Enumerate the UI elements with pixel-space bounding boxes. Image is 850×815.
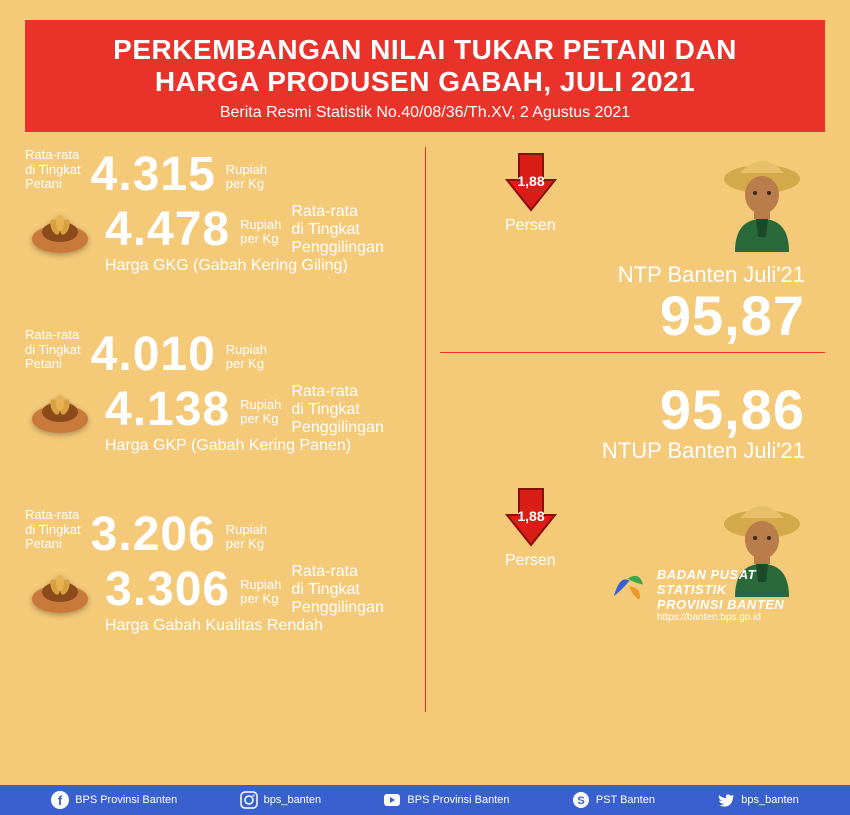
- social-label: BPS Provinsi Banten: [75, 794, 177, 806]
- category-label: Harga GKG (Gabah Kering Giling): [105, 257, 415, 275]
- youtube-icon: [383, 791, 401, 809]
- svg-text:f: f: [58, 793, 63, 808]
- category-label: Harga GKP (Gabah Kering Panen): [105, 437, 415, 455]
- farmer-price: 3.206: [91, 507, 216, 562]
- persen-label: Persen: [505, 217, 556, 235]
- farmer-icon: [720, 147, 805, 252]
- mill-price: 3.306: [105, 562, 230, 617]
- mill-price: 4.138: [105, 382, 230, 437]
- arrow-value: 1,88: [505, 173, 557, 189]
- header-banner: PERKEMBANGAN NILAI TUKAR PETANI DAN HARG…: [25, 20, 825, 132]
- social-label: PST Banten: [596, 794, 655, 806]
- mill-price: 4.478: [105, 202, 230, 257]
- category-label: Harga Gabah Kualitas Rendah: [105, 617, 415, 635]
- unit-label: Rupiahper Kg: [240, 578, 281, 608]
- facebook-icon: f: [51, 791, 69, 809]
- social-skype: S PST Banten: [572, 791, 655, 809]
- grain-hands-icon: [25, 557, 95, 617]
- social-label: bps_banten: [741, 794, 799, 806]
- unit-label: Rupiahper Kg: [240, 398, 281, 428]
- grain-hands-icon: [25, 197, 95, 257]
- social-twitter: bps_banten: [717, 791, 799, 809]
- farmer-level-label: Rata-ratadi TingkatPetani: [25, 328, 81, 373]
- social-facebook: f BPS Provinsi Banten: [51, 791, 177, 809]
- mill-level-label: Rata-ratadi TingkatPenggilingan: [291, 203, 384, 257]
- left-column: Rata-ratadi TingkatPetani 4.315 Rupiahpe…: [25, 147, 415, 687]
- svg-text:S: S: [577, 795, 584, 807]
- unit-label: Rupiahper Kg: [226, 163, 267, 193]
- grain-hands-icon: [25, 377, 95, 437]
- unit-label: Rupiahper Kg: [240, 218, 281, 248]
- social-instagram: bps_banten: [240, 791, 322, 809]
- ntup-value: 95,86: [602, 382, 805, 438]
- social-label: bps_banten: [264, 794, 322, 806]
- price-block-gkp: Rata-ratadi TingkatPetani 4.010 Rupiahpe…: [25, 327, 415, 507]
- ntp-panel: 1,88 Persen NTP Banten Juli'21 95,87: [440, 147, 825, 352]
- body-area: Rata-ratadi TingkatPetani 4.315 Rupiahpe…: [25, 132, 825, 772]
- vertical-divider: [425, 147, 426, 712]
- farmer-price: 4.010: [91, 327, 216, 382]
- social-label: BPS Provinsi Banten: [407, 794, 509, 806]
- instagram-icon: [240, 791, 258, 809]
- agency-url: https://banten.bps.go.id: [657, 612, 825, 623]
- ntup-label: NTUP Banten Juli'21: [602, 438, 805, 464]
- title-line-2: HARGA PRODUSEN GABAH, JULI 2021: [155, 66, 695, 97]
- main-title: PERKEMBANGAN NILAI TUKAR PETANI DAN HARG…: [45, 34, 805, 98]
- agency-line-2: PROVINSI BANTEN: [657, 597, 825, 612]
- social-youtube: BPS Provinsi Banten: [383, 791, 509, 809]
- bps-logo-icon: [610, 567, 647, 605]
- skype-icon: S: [572, 791, 590, 809]
- persen-label: Persen: [505, 552, 556, 570]
- mill-level-label: Rata-ratadi TingkatPenggilingan: [291, 563, 384, 617]
- ntp-value: 95,87: [618, 288, 805, 344]
- farmer-level-label: Rata-ratadi TingkatPetani: [25, 508, 81, 553]
- price-block-gkg: Rata-ratadi TingkatPetani 4.315 Rupiahpe…: [25, 147, 415, 327]
- twitter-icon: [717, 791, 735, 809]
- unit-label: Rupiahper Kg: [226, 523, 267, 553]
- mill-level-label: Rata-ratadi TingkatPenggilingan: [291, 383, 384, 437]
- title-line-1: PERKEMBANGAN NILAI TUKAR PETANI DAN: [113, 34, 737, 65]
- farmer-level-label: Rata-ratadi TingkatPetani: [25, 148, 81, 193]
- unit-label: Rupiahper Kg: [226, 343, 267, 373]
- footer-bar: f BPS Provinsi Banten bps_banten BPS Pro…: [0, 785, 850, 815]
- ntup-panel: 95,86 NTUP Banten Juli'21 1,88 Persen: [440, 372, 825, 642]
- subtitle: Berita Resmi Statistik No.40/08/36/Th.XV…: [45, 104, 805, 122]
- farmer-price: 4.315: [91, 147, 216, 202]
- price-block-low: Rata-ratadi TingkatPetani 3.206 Rupiahpe…: [25, 507, 415, 687]
- arrow-value: 1,88: [505, 508, 557, 524]
- right-column: 1,88 Persen NTP Banten Juli'21 95,87: [440, 147, 825, 642]
- agency-line-1: BADAN PUSAT STATISTIK: [657, 567, 825, 597]
- agency-block: BADAN PUSAT STATISTIK PROVINSI BANTEN ht…: [610, 567, 825, 623]
